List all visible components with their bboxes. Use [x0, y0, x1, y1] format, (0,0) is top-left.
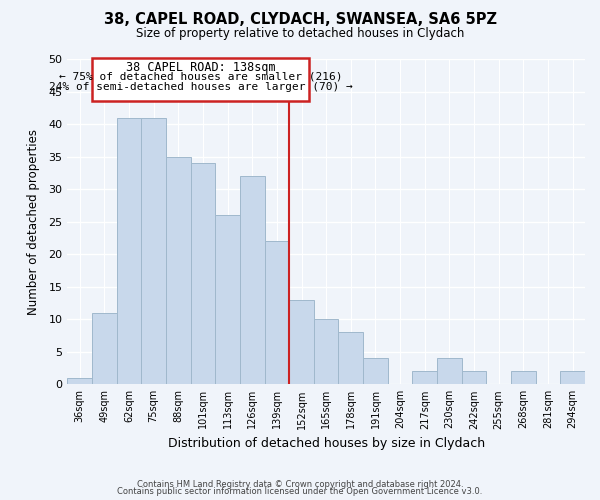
Bar	[511, 372, 536, 384]
Text: Size of property relative to detached houses in Clydach: Size of property relative to detached ho…	[136, 28, 464, 40]
Bar	[191, 163, 215, 384]
Bar	[363, 358, 388, 384]
Bar	[289, 300, 314, 384]
Text: 24% of semi-detached houses are larger (70) →: 24% of semi-detached houses are larger (…	[49, 82, 352, 92]
Text: 38, CAPEL ROAD, CLYDACH, SWANSEA, SA6 5PZ: 38, CAPEL ROAD, CLYDACH, SWANSEA, SA6 5P…	[104, 12, 497, 28]
Bar	[116, 118, 141, 384]
Bar	[240, 176, 265, 384]
Bar	[412, 372, 437, 384]
Bar	[265, 241, 289, 384]
Text: ← 75% of detached houses are smaller (216): ← 75% of detached houses are smaller (21…	[59, 72, 342, 82]
Bar	[141, 118, 166, 384]
Bar	[67, 378, 92, 384]
Bar	[166, 156, 191, 384]
Bar	[437, 358, 462, 384]
Y-axis label: Number of detached properties: Number of detached properties	[27, 128, 40, 314]
Bar	[462, 372, 487, 384]
FancyBboxPatch shape	[92, 58, 309, 102]
Bar	[92, 312, 116, 384]
X-axis label: Distribution of detached houses by size in Clydach: Distribution of detached houses by size …	[167, 437, 485, 450]
Bar	[338, 332, 363, 384]
Bar	[314, 319, 338, 384]
Text: 38 CAPEL ROAD: 138sqm: 38 CAPEL ROAD: 138sqm	[125, 61, 275, 74]
Bar	[215, 215, 240, 384]
Bar	[560, 372, 585, 384]
Text: Contains public sector information licensed under the Open Government Licence v3: Contains public sector information licen…	[118, 488, 482, 496]
Text: Contains HM Land Registry data © Crown copyright and database right 2024.: Contains HM Land Registry data © Crown c…	[137, 480, 463, 489]
